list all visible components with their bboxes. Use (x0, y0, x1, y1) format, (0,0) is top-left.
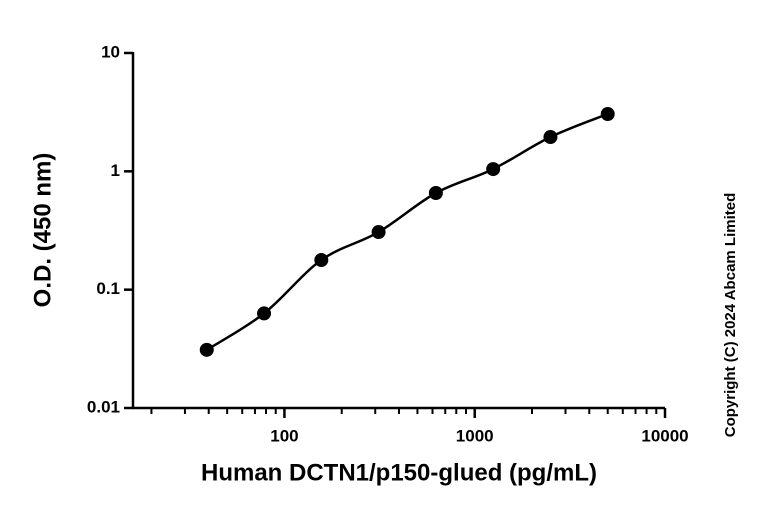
data-point (428, 185, 443, 200)
y-tick-label: 0.1 (96, 279, 120, 298)
y-tick-label: 10 (101, 42, 120, 61)
copyright: Copyright (C) 2024 Abcam Limited (722, 193, 739, 437)
y-tick-label: 1 (111, 161, 120, 180)
y-tick-label: 0.01 (87, 397, 120, 416)
data-point (199, 342, 214, 357)
data-point (600, 107, 615, 122)
data-point (486, 162, 501, 177)
x-tick-label: 100 (270, 426, 298, 445)
data-point (257, 306, 272, 321)
data-point (371, 225, 386, 240)
x-tick-label: 10000 (641, 426, 688, 445)
data-point (314, 253, 329, 268)
x-tick-label: 1000 (456, 426, 494, 445)
x-axis-label: Human DCTN1/p150-glued (pg/mL) (201, 459, 597, 486)
y-axis-label: O.D. (450 nm) (29, 153, 56, 308)
data-point (543, 130, 558, 145)
